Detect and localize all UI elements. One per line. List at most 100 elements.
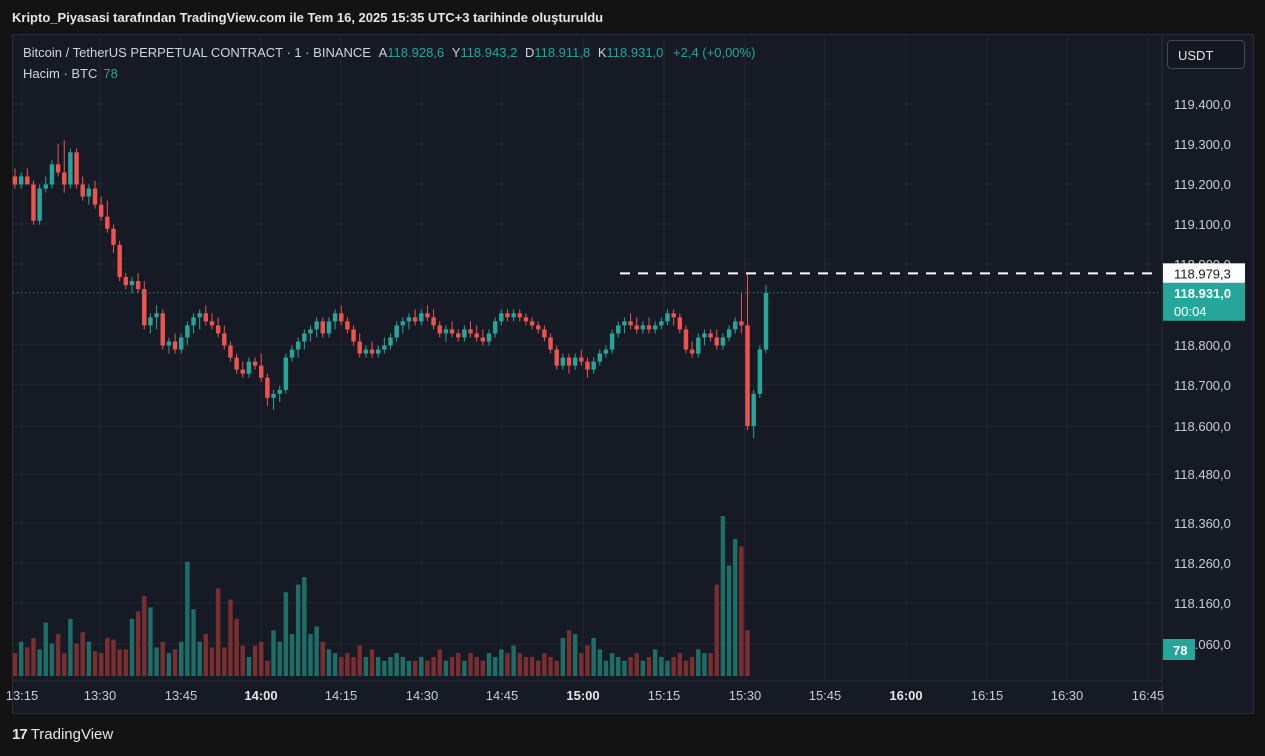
volume-bar: [640, 660, 646, 676]
time-tick-label: 16:15: [971, 688, 1004, 703]
candle-body: [228, 345, 233, 358]
volume-bar: [18, 641, 24, 676]
candle-body: [609, 333, 615, 350]
volume-bar: [579, 653, 584, 676]
volume-label: Hacim · BTC: [23, 66, 98, 81]
candle-body: [314, 321, 319, 330]
candle-body: [572, 357, 578, 366]
candle-body: [332, 313, 338, 322]
symbol-name[interactable]: Bitcoin / TetherUS PERPETUAL CONTRACT · …: [23, 45, 371, 60]
candle-body: [154, 313, 159, 318]
price-axis[interactable]: 119.400,0 119.300,0 119.200,0 119.100,0 118.…: [1163, 97, 1245, 660]
candle-body: [400, 321, 406, 326]
candle-body: [117, 244, 122, 278]
candle-body: [246, 361, 252, 374]
volume-bar: [339, 656, 344, 676]
volume-bar: [37, 649, 42, 676]
candle-body: [517, 313, 522, 318]
candle-body: [369, 349, 375, 354]
candle-body: [68, 152, 73, 185]
volume-bar: [154, 647, 159, 676]
volume-bar: [43, 622, 48, 676]
volume-bar: [252, 645, 258, 676]
candle-body: [191, 317, 196, 326]
volume-bar: [357, 645, 362, 676]
volume-bar: [320, 641, 326, 676]
candle-body: [277, 389, 282, 394]
volume-value-label-bg: [1163, 639, 1195, 660]
volume-bar: [375, 656, 381, 676]
time-tick-label: 16:00: [889, 688, 922, 703]
time-tick-label: 13:45: [165, 688, 198, 703]
volume-bar: [572, 634, 578, 676]
tradingview-brand[interactable]: 17 TradingView: [12, 726, 113, 743]
candle-body: [166, 341, 172, 346]
time-tick-label: 16:45: [1132, 688, 1165, 703]
candle-body: [646, 325, 652, 330]
candle-body: [751, 393, 756, 426]
candle-body: [757, 349, 763, 394]
volume-bar: [419, 656, 424, 676]
time-tick-label: 13:15: [6, 688, 39, 703]
volume-bar: [529, 656, 535, 676]
candle-body: [43, 184, 48, 189]
candle-body: [603, 349, 609, 354]
candles: [12, 140, 769, 439]
volume-bar: [708, 653, 713, 676]
candle-body: [363, 349, 369, 354]
volume-bar: [536, 660, 541, 676]
volume-bar: [209, 647, 215, 676]
volume-bar: [455, 653, 461, 676]
candle-body: [259, 365, 264, 378]
volume-bar: [246, 656, 252, 676]
candle-body: [295, 341, 301, 350]
symbol-legend[interactable]: Bitcoin / TetherUS PERPETUAL CONTRACT · …: [23, 45, 755, 60]
volume-bar: [726, 565, 732, 676]
volume-legend[interactable]: Hacim · BTC 78: [23, 66, 118, 81]
volume-bar: [80, 632, 85, 676]
candle-body: [671, 313, 676, 318]
candle-body: [726, 329, 732, 338]
volume-bar: [745, 630, 750, 676]
volume-bar: [123, 649, 129, 676]
volume-bar: [733, 538, 738, 676]
candle-body: [474, 333, 479, 338]
candle-body: [240, 369, 245, 374]
candle-body: [197, 313, 202, 318]
candle-body: [714, 337, 719, 346]
volume-bar: [105, 637, 110, 676]
candle-body: [326, 321, 332, 334]
candle-body: [499, 313, 504, 322]
candle-body: [160, 313, 165, 346]
candle-body: [739, 321, 744, 326]
volume-bar: [449, 656, 455, 676]
candle-body: [49, 164, 55, 185]
volume-bar: [431, 656, 436, 676]
candle-body: [320, 321, 326, 334]
volume-bar: [111, 639, 116, 676]
volume-bar: [720, 516, 726, 676]
candle-body: [486, 333, 492, 342]
candle-body: [720, 337, 726, 346]
volume-bar: [98, 653, 104, 676]
volume-bars: [12, 516, 750, 676]
volume-bar: [622, 660, 627, 676]
volume-bar: [197, 641, 202, 676]
volume-bar: [271, 630, 276, 676]
volume-bar: [511, 645, 516, 676]
candle-body: [560, 357, 566, 366]
volume-bar: [585, 645, 590, 676]
candle-body: [554, 349, 559, 366]
time-axis[interactable]: 13:15 13:30 13:45 14:00 14:15 14:30 14:45 15:00…: [6, 680, 1165, 703]
candle-body: [265, 377, 270, 398]
volume-bar: [689, 656, 695, 676]
candle-body: [31, 184, 36, 221]
candle-body: [375, 349, 381, 354]
volume-value-label: 78: [1173, 643, 1187, 658]
volume-bar: [283, 592, 289, 676]
candle-body: [536, 325, 541, 330]
volume-bar: [603, 660, 609, 676]
candle-body: [505, 313, 510, 318]
currency-button[interactable]: USDT: [1167, 40, 1245, 69]
